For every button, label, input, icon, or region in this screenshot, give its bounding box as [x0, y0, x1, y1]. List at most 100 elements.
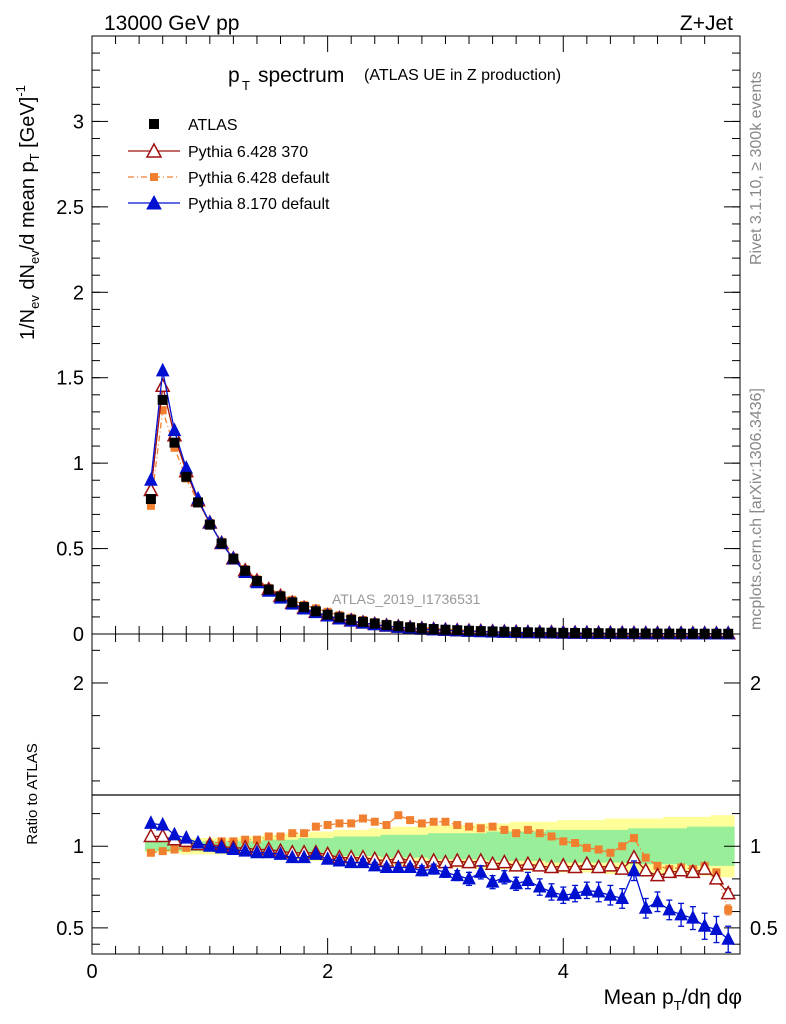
ratio-point-pythia-6-428-default: [476, 824, 485, 833]
ratio-point-pythia-8-170-default: [273, 846, 288, 860]
ratio-point-pythia-8-170-default: [556, 887, 571, 901]
legend-label-atlas: ATLAS: [188, 117, 238, 134]
data-point-atlas: [228, 553, 239, 564]
ratio-point-pythia-6-428-370: [449, 852, 465, 867]
ratio-point-pythia-6-428-370: [143, 827, 159, 843]
ratio-point-pythia-6-428-default: [488, 822, 497, 831]
ratio-point-pythia-6-428-default: [571, 838, 580, 847]
y-tick-label: 0: [73, 624, 84, 646]
ratio-point-pythia-6-428-default: [618, 842, 627, 851]
data-point-atlas: [570, 627, 581, 638]
band-inner: [510, 831, 523, 861]
ratio-point-pythia-6-428-370: [567, 858, 583, 874]
band-inner: [145, 841, 158, 852]
data-point-atlas: [605, 628, 616, 639]
ratio-point-pythia-8-170-default: [379, 859, 394, 873]
ratio-point-pythia-8-170-default: [521, 872, 535, 887]
ratio-point-pythia-6-428-default: [653, 861, 662, 870]
ratio-point-pythia-6-428-default: [500, 825, 509, 834]
ratio-y-tick-label-right: 2: [750, 673, 761, 695]
band-inner: [557, 829, 570, 863]
energy-label: 13000 GeV pp: [104, 12, 239, 35]
ratio-point-pythia-8-170-default: [615, 890, 629, 904]
ratio-point-pythia-6-428-default: [323, 821, 332, 830]
data-point-atlas: [617, 628, 628, 639]
y-tick-label: 2.5: [56, 197, 84, 219]
band-inner: [404, 834, 417, 858]
data-point-atlas: [593, 628, 604, 639]
ratio-point-pythia-8-170-default: [344, 854, 359, 869]
band-inner: [533, 831, 547, 861]
ratio-y-tick-label-right: 1: [750, 836, 761, 858]
data-point-atlas: [181, 471, 192, 482]
data-point-atlas: [369, 618, 380, 629]
data-point-atlas: [310, 606, 321, 617]
ratio-y-tick-label: 2: [73, 673, 84, 695]
ratio-point-pythia-6-428-default: [594, 845, 603, 854]
data-point-atlas: [393, 621, 404, 632]
ratio-point-pythia-8-170-default: [473, 864, 488, 878]
data-point-atlas: [464, 625, 475, 636]
ratio-point-pythia-6-428-default: [523, 825, 532, 834]
ratio-point-pythia-8-170-default: [179, 829, 194, 844]
ratio-point-pythia-8-170-default: [709, 921, 724, 936]
legend-marker-pythia6-370: [145, 142, 163, 158]
data-point-atlas: [405, 622, 416, 633]
band-inner: [392, 834, 405, 858]
legend-entry-pythia8: Pythia 8.170 default: [128, 194, 330, 213]
legend-entry-atlas: ATLAS: [149, 117, 238, 134]
process-label: Z+Jet: [680, 12, 733, 35]
ratio-point-pythia-6-428-370: [685, 863, 701, 879]
data-point-atlas: [322, 609, 333, 620]
ratio-point-pythia-6-428-370: [637, 862, 654, 877]
band-inner: [345, 836, 358, 857]
band-inner: [451, 833, 464, 860]
x-axis-label: Mean pT/dη dφ: [604, 986, 742, 1013]
ratio-point-pythia-6-428-370: [649, 867, 666, 882]
ratio-point-pythia-8-170-default: [591, 883, 606, 898]
ratio-point-pythia-6-428-default: [465, 822, 474, 831]
data-point-atlas: [204, 519, 215, 530]
ratio-point-pythia-8-170-default: [544, 883, 559, 898]
ratio-point-pythia-6-428-370: [520, 855, 536, 870]
ratio-point-pythia-8-170-default: [214, 839, 229, 854]
data-point-atlas: [263, 584, 274, 595]
ratio-point-pythia-8-170-default: [426, 860, 441, 875]
data-point-atlas: [193, 497, 204, 508]
ratio-y-axis-label: Ratio to ATLAS: [24, 743, 41, 844]
ratio-point-pythia-8-170-default: [438, 864, 453, 878]
band-inner: [651, 828, 664, 865]
ratio-point-pythia-8-170-default: [332, 852, 347, 867]
ratio-point-pythia-8-170-default: [309, 846, 323, 860]
mcplots-label: mcplots.cern.ch [arXiv:1306.3436]: [748, 388, 765, 630]
ratio-point-pythia-6-428-default: [264, 832, 273, 841]
ratio-point-pythia-6-428-370: [508, 857, 524, 872]
data-point-atlas: [628, 628, 639, 639]
ratio-point-pythia-6-428-default: [606, 848, 615, 857]
data-point-atlas: [558, 627, 569, 638]
ratio-point-pythia-6-428-default: [158, 847, 167, 856]
data-point-atlas: [346, 614, 357, 625]
band-inner: [663, 828, 676, 865]
data-point-pythia-6-428-370: [154, 377, 171, 393]
data-point-atlas: [240, 565, 251, 576]
data-point-atlas: [522, 627, 533, 638]
x-tick-label: 0: [86, 961, 97, 983]
ratio-y-tick-label: 0.5: [56, 918, 84, 940]
ratio-point-pythia-8-170-default: [450, 867, 465, 882]
data-point-atlas: [157, 394, 168, 405]
ratio-point-pythia-8-170-default: [250, 844, 264, 859]
data-point-atlas: [275, 591, 286, 602]
ratio-point-pythia-8-170-default: [674, 906, 688, 921]
ratio-point-pythia-6-428-default: [559, 837, 568, 846]
ratio-point-pythia-8-170-default: [403, 859, 417, 873]
data-point-atlas: [169, 437, 180, 448]
ratio-point-pythia-6-428-default: [370, 817, 379, 826]
rivet-version-label: Rivet 3.1.10, ≥ 300k events: [748, 71, 765, 265]
data-point-atlas: [452, 625, 463, 636]
ratio-point-pythia-6-428-default: [182, 843, 191, 852]
ratio-point-pythia-6-428-default: [276, 832, 285, 841]
ratio-series: [143, 811, 736, 954]
ratio-point-pythia-6-428-370: [590, 858, 607, 874]
